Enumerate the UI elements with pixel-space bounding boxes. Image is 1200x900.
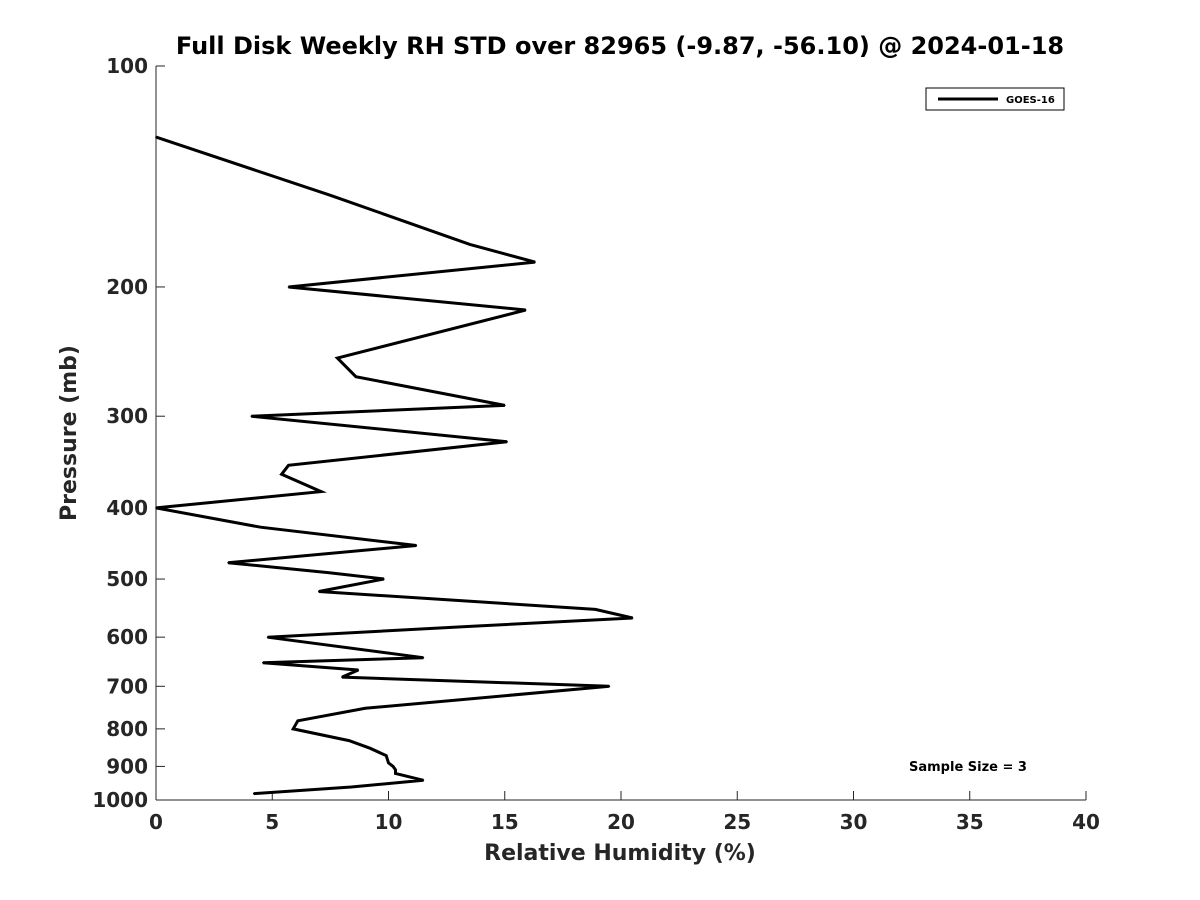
data-point (327, 571, 329, 574)
y-axis-label: Pressure (mb) (57, 345, 82, 521)
data-point (318, 590, 320, 593)
data-point (259, 526, 262, 528)
data-point (252, 792, 255, 795)
y-tick-label: 800 (106, 717, 148, 741)
series-line-goes-16 (155, 135, 633, 796)
data-point (392, 765, 394, 768)
data-point (534, 261, 536, 263)
x-tick-label: 5 (265, 810, 279, 834)
x-tick-label: 10 (375, 810, 403, 834)
data-point (387, 762, 390, 764)
x-tick-label: 20 (607, 810, 635, 834)
data-point (357, 669, 360, 671)
x-tick-label: 40 (1072, 810, 1100, 834)
data-point (250, 415, 253, 418)
data-point (155, 136, 157, 138)
data-point (415, 544, 418, 547)
x-tick-label: 0 (149, 810, 163, 834)
legend-label-goes-16: GOES-16 (1006, 95, 1055, 106)
series-layer (155, 135, 634, 796)
y-tick-label: 700 (106, 674, 148, 698)
data-point (608, 685, 611, 688)
x-tick-label: 30 (840, 810, 868, 834)
axes: 0 5 10 15 20 25 30 35 40 100 200 300 400 500 600 700 800… (92, 54, 1100, 834)
x-axis-label: Relative Humidity (%) (484, 841, 756, 866)
data-point (383, 578, 385, 580)
data-point (287, 286, 290, 288)
data-point (227, 561, 229, 564)
data-point (266, 636, 269, 638)
data-point (336, 357, 339, 359)
data-point (369, 747, 371, 749)
y-tick-label: 600 (106, 625, 148, 649)
data-point (350, 786, 353, 788)
data-point (341, 676, 343, 678)
data-point (329, 194, 332, 197)
y-tick-label: 900 (106, 754, 148, 778)
y-tick-label: 100 (106, 54, 148, 78)
data-point (355, 375, 357, 378)
data-point (394, 772, 397, 775)
data-point (422, 779, 425, 782)
data-point (348, 739, 350, 742)
y-tick-label: 200 (106, 275, 148, 299)
x-tick-label: 25 (723, 810, 751, 834)
data-point (504, 404, 506, 407)
data-point (280, 473, 283, 476)
chart-title: Full Disk Weekly RH STD over 82965 (-9.8… (176, 32, 1064, 60)
y-tick-label: 1000 (92, 788, 148, 812)
x-tick-label: 35 (956, 810, 984, 834)
data-point (422, 656, 425, 659)
legend: GOES-16 (925, 87, 1065, 111)
data-point (364, 707, 367, 710)
data-point (292, 728, 295, 730)
data-point (594, 608, 597, 611)
data-point (506, 440, 508, 443)
data-point (524, 309, 527, 311)
y-tick-label: 400 (106, 496, 148, 520)
data-point (631, 617, 634, 619)
data-point (262, 661, 264, 664)
y-tick-label: 500 (106, 567, 148, 591)
data-point (287, 464, 290, 467)
data-point (394, 769, 397, 771)
data-point (469, 625, 471, 628)
x-tick-label: 15 (491, 810, 519, 834)
data-point (155, 507, 157, 509)
data-point (385, 754, 388, 757)
y-tick-label: 300 (106, 404, 148, 428)
data-point (297, 720, 299, 722)
sample-size-annotation: Sample Size = 3 (909, 760, 1027, 775)
data-point (320, 490, 322, 493)
data-point (469, 243, 471, 246)
